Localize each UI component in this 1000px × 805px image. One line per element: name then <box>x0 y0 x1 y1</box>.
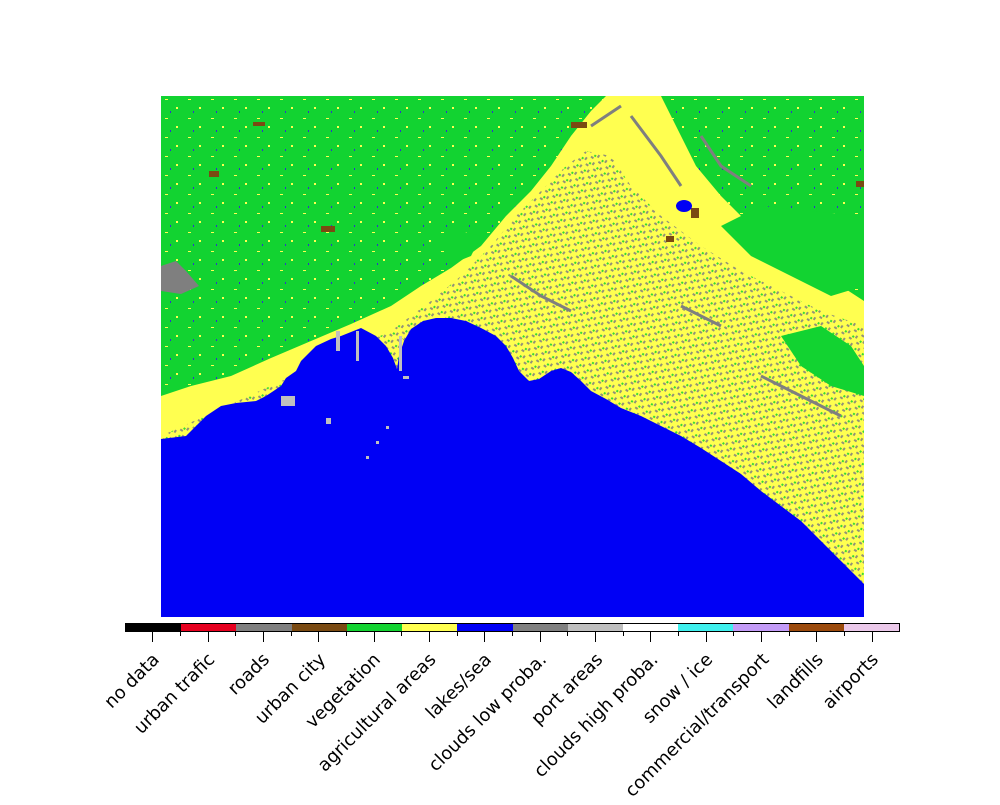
legend-tick <box>761 632 763 642</box>
legend-tick <box>816 632 818 642</box>
legend-swatch <box>291 624 347 631</box>
legend-swatch <box>512 624 568 631</box>
port-areas <box>281 331 409 459</box>
land-cover-map <box>161 96 864 617</box>
legend-tick <box>318 632 320 642</box>
roads <box>510 104 842 418</box>
legend-minor-tick <box>179 632 181 636</box>
legend-swatch <box>788 624 844 631</box>
legend-tick <box>428 632 430 642</box>
legend-minor-tick <box>290 632 292 636</box>
legend-swatch <box>181 624 237 631</box>
legend-swatch <box>236 624 292 631</box>
land-cover-map-image <box>161 96 864 617</box>
legend-tick <box>595 632 597 642</box>
legend-swatch <box>457 624 513 631</box>
grey-area <box>161 261 199 294</box>
legend-tick <box>871 632 873 642</box>
legend-minor-tick <box>788 632 790 636</box>
legend-minor-tick <box>844 632 846 636</box>
legend-tick <box>539 632 541 642</box>
legend-tick <box>650 632 652 642</box>
legend-swatch <box>402 624 458 631</box>
legend-minor-tick <box>733 632 735 636</box>
urban-city-spots <box>209 122 864 242</box>
legend-tick <box>262 632 264 642</box>
legend-swatch <box>678 624 734 631</box>
legend-swatch <box>346 624 403 631</box>
legend-swatch <box>567 624 623 631</box>
legend-minor-tick <box>345 632 347 636</box>
legend-minor-tick <box>456 632 458 636</box>
legend-minor-tick <box>512 632 513 636</box>
vegetation-patch <box>721 206 864 296</box>
sea-area <box>161 318 864 617</box>
vegetation-patch <box>441 231 481 264</box>
legend-label: airports <box>818 649 884 714</box>
legend-tick <box>484 632 486 642</box>
legend-tick <box>152 632 154 642</box>
legend-minor-tick <box>567 632 569 636</box>
legend-minor-tick <box>622 632 624 636</box>
legend-label: landfills <box>763 649 828 714</box>
legend-minor-tick <box>678 632 680 636</box>
legend-minor-tick <box>401 632 403 636</box>
legend-swatch <box>733 624 789 631</box>
legend-colorbar <box>125 623 900 632</box>
legend-tick <box>705 632 707 642</box>
legend-swatch <box>622 624 679 631</box>
vegetation-patch <box>781 326 864 396</box>
legend-tick <box>207 632 209 642</box>
lake <box>676 200 692 212</box>
legend-swatch <box>843 624 900 631</box>
legend-minor-tick <box>235 632 237 636</box>
legend-tick <box>373 632 375 642</box>
legend-swatch <box>126 624 182 631</box>
legend-label: roads <box>224 649 275 700</box>
